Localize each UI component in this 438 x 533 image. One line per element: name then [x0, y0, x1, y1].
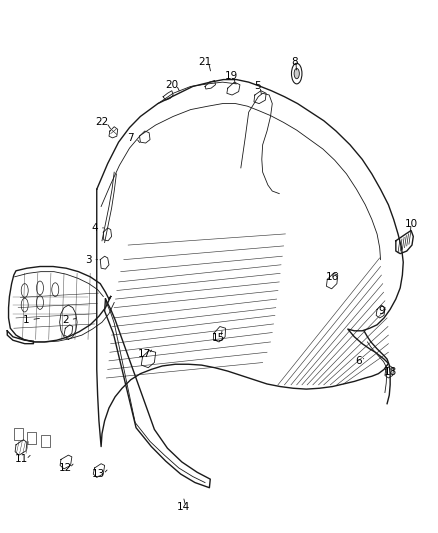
Text: 3: 3 — [85, 255, 92, 265]
Text: 6: 6 — [355, 356, 362, 366]
Text: 1: 1 — [23, 314, 29, 325]
Text: 13: 13 — [92, 469, 106, 479]
Bar — [14, 427, 23, 440]
Text: 15: 15 — [212, 333, 225, 343]
Bar — [27, 432, 36, 444]
Text: 20: 20 — [165, 80, 178, 90]
Text: 7: 7 — [127, 133, 134, 143]
Text: 8: 8 — [291, 58, 297, 68]
Text: 2: 2 — [62, 314, 69, 325]
Text: 17: 17 — [138, 349, 152, 359]
Text: 21: 21 — [198, 58, 212, 68]
Text: 5: 5 — [254, 82, 261, 92]
Text: 14: 14 — [177, 502, 190, 512]
Text: 16: 16 — [326, 272, 339, 282]
Circle shape — [294, 68, 299, 79]
Text: 19: 19 — [225, 71, 238, 81]
Text: 9: 9 — [378, 306, 385, 316]
Text: 11: 11 — [15, 455, 28, 464]
Text: 4: 4 — [91, 223, 98, 233]
Bar — [41, 434, 50, 447]
Text: 10: 10 — [405, 219, 418, 229]
Text: 12: 12 — [59, 463, 72, 473]
Text: 18: 18 — [384, 367, 397, 377]
Text: 22: 22 — [95, 117, 109, 127]
